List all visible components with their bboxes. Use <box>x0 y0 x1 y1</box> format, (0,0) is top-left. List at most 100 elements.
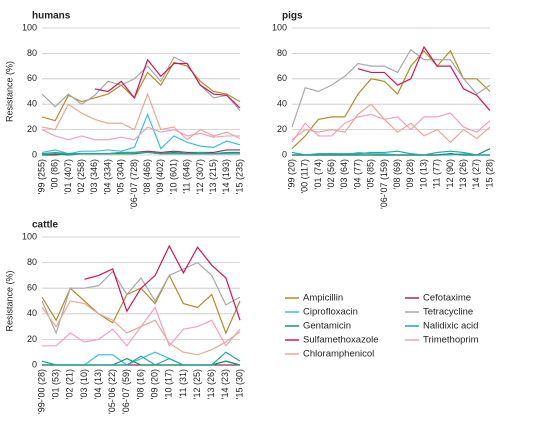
x-tick-label: '00 (86) <box>50 159 60 189</box>
y-tick-label: 100 <box>22 22 37 32</box>
series-line <box>357 45 491 111</box>
x-tick-label: '05-'06 (22) <box>107 369 117 414</box>
x-tick-label: '99 (20) <box>286 159 296 189</box>
y-tick-label: 40 <box>277 99 287 109</box>
x-tick-label: '02 (21) <box>65 369 75 399</box>
series-line <box>291 48 491 128</box>
series-line <box>41 300 241 356</box>
x-tick-label: '09 (402) <box>155 159 165 194</box>
x-tick-label: '02 (56) <box>326 159 336 189</box>
x-tick-label: '13 (26) <box>206 369 216 399</box>
legend-label: Ciprofloxacin <box>303 307 358 318</box>
x-tick-label: '10 (17) <box>164 369 174 399</box>
y-tick-label: 40 <box>27 99 37 109</box>
y-tick-label: 80 <box>27 257 37 267</box>
series-line <box>291 150 490 156</box>
x-tick-label: '04 (13) <box>93 369 103 399</box>
x-tick-label: '14 (23) <box>220 369 230 399</box>
x-tick-label: '01 (53) <box>51 369 61 399</box>
series-line <box>94 58 241 109</box>
x-tick-label: '15 (235) <box>234 159 244 194</box>
x-tick-label: '05 (304) <box>116 159 126 194</box>
series-line <box>41 351 241 366</box>
x-tick-label: '06-'07 (728) <box>129 159 139 209</box>
chart-title: humans <box>32 11 71 22</box>
y-axis-label: Resistance (%) <box>4 61 14 122</box>
y-tick-label: 60 <box>277 73 287 83</box>
x-tick-label: '08 (69) <box>392 159 402 189</box>
y-tick-label: 0 <box>282 149 287 159</box>
chart-title: cattle <box>32 220 59 231</box>
series-line <box>41 92 241 141</box>
y-tick-label: 40 <box>27 308 37 318</box>
y-tick-label: 20 <box>27 124 37 134</box>
y-tick-label: 80 <box>277 48 287 58</box>
x-tick-label: '03 (64) <box>339 159 349 189</box>
series-line <box>291 49 491 150</box>
legend-label: Trimethoprim <box>423 335 479 346</box>
y-tick-label: 0 <box>32 359 37 369</box>
y-tick-label: 60 <box>27 73 37 83</box>
x-tick-label: '10 (13) <box>418 159 428 189</box>
y-tick-label: 20 <box>27 334 37 344</box>
series-line <box>41 351 241 366</box>
series-line <box>291 103 491 144</box>
series-line <box>41 56 241 111</box>
x-tick-label: '10 (601) <box>168 159 178 194</box>
x-tick-label: '14 (27) <box>471 159 481 189</box>
y-tick-label: 20 <box>277 124 287 134</box>
y-tick-label: 80 <box>27 48 37 58</box>
x-tick-label: '06-'07 (159) <box>379 159 389 209</box>
x-tick-label: '12 (90) <box>445 159 455 189</box>
series-line <box>41 126 240 141</box>
series-line <box>41 151 240 156</box>
x-tick-label: '02 (258) <box>76 159 86 194</box>
x-tick-label: '01 (74) <box>313 159 323 189</box>
legend-label: Nalidixic acid <box>423 321 478 332</box>
x-tick-label: '08 (16) <box>135 369 145 399</box>
x-tick-label: '11 (646) <box>182 159 192 194</box>
series-line <box>41 112 241 155</box>
series-line <box>41 274 241 335</box>
legend-label: Ampicillin <box>303 293 343 304</box>
x-tick-label: '15 (30) <box>234 369 244 399</box>
x-tick-label: '14 (193) <box>221 159 231 194</box>
y-tick-label: 100 <box>22 231 37 241</box>
x-tick-label: '99 (255) <box>36 159 46 194</box>
x-tick-label: '00 (117) <box>300 159 310 194</box>
x-tick-label: '15 (28) <box>484 159 494 189</box>
chart-title: pigs <box>282 11 303 22</box>
x-tick-label: '11 (77) <box>432 159 442 189</box>
series-line <box>291 112 491 143</box>
series-line <box>292 148 491 156</box>
x-tick-label: '12 (25) <box>192 369 202 399</box>
y-axis-label: Resistance (%) <box>4 270 14 331</box>
x-tick-label: '11 (31) <box>178 369 188 399</box>
x-tick-label: '13 (26) <box>458 159 468 189</box>
x-tick-label: '09 (20) <box>150 369 160 399</box>
x-tick-label: '09 (28) <box>405 159 415 189</box>
x-tick-label: '06-'07 (59) <box>121 369 131 414</box>
x-tick-label: '01 (407) <box>63 159 73 194</box>
series-line <box>41 151 240 155</box>
series-line <box>84 244 241 321</box>
x-tick-label: '03 (346) <box>89 159 99 194</box>
x-tick-label: '03 (10) <box>79 369 89 399</box>
x-tick-label: '12 (307) <box>195 159 205 194</box>
y-tick-label: 100 <box>272 22 287 32</box>
x-tick-label: '04 (77) <box>352 159 362 189</box>
y-tick-label: 60 <box>27 283 37 293</box>
legend-label: Gentamicin <box>303 321 351 332</box>
legend-label: Cefotaxime <box>423 293 471 304</box>
legend-label: Sulfamethoxazole <box>303 335 379 346</box>
x-tick-label: '99-'00 (28) <box>36 369 46 414</box>
series-line <box>42 357 241 366</box>
x-tick-label: '05 (85) <box>366 159 376 189</box>
x-tick-label: '13 (215) <box>208 159 218 194</box>
y-tick-label: 0 <box>32 149 37 159</box>
legend-label: Chloramphenicol <box>303 349 374 360</box>
x-tick-label: '04 (334) <box>102 159 112 194</box>
legend-label: Tetracycline <box>423 307 473 318</box>
x-tick-label: '08 (466) <box>142 159 152 194</box>
